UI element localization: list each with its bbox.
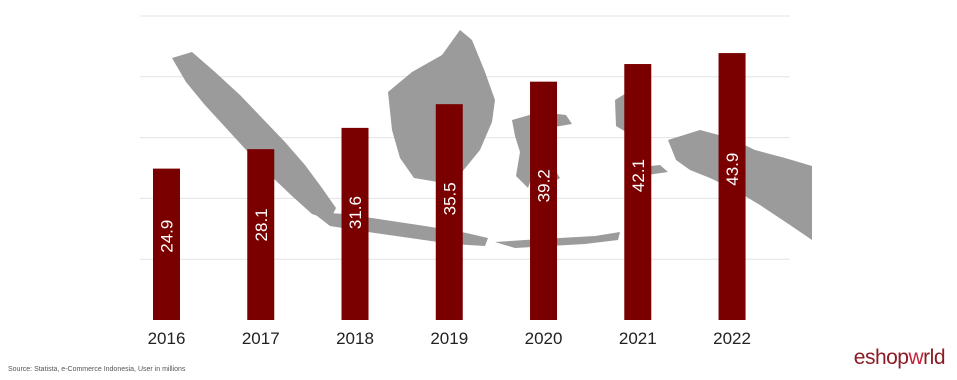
bar-value-label: 31.6 bbox=[346, 196, 365, 229]
x-tick-label: 2017 bbox=[242, 329, 280, 348]
eshopworld-logo: eshopwrld bbox=[853, 346, 946, 370]
bar-2018 bbox=[341, 127, 369, 320]
logo-part-1: eshop bbox=[853, 346, 909, 369]
bar-2022 bbox=[718, 53, 746, 320]
map-island-lesser-sunda bbox=[495, 232, 620, 248]
bar-2019 bbox=[435, 104, 463, 320]
bar-labels: 24.9 28.1 31.6 35.5 39.2 42.1 43.9 bbox=[158, 153, 743, 253]
bar-2020 bbox=[530, 81, 558, 320]
bar-value-label: 28.1 bbox=[252, 208, 271, 241]
bar-2021 bbox=[624, 64, 652, 320]
bar-value-label: 35.5 bbox=[440, 182, 459, 215]
bar-value-label: 39.2 bbox=[535, 169, 554, 202]
map-island-sumatra bbox=[172, 52, 336, 220]
bar-value-label: 42.1 bbox=[629, 159, 648, 192]
bars bbox=[153, 53, 746, 320]
bar-2016 bbox=[153, 168, 180, 320]
x-tick-label: 2022 bbox=[713, 329, 751, 348]
x-tick-label: 2016 bbox=[148, 329, 186, 348]
x-axis-tick-labels: 2016 2017 2018 2019 2020 2021 2022 bbox=[148, 329, 751, 348]
logo-part-3: rld bbox=[923, 346, 945, 369]
x-tick-label: 2019 bbox=[430, 329, 468, 348]
logo-part-2: w bbox=[908, 346, 924, 369]
bar-2017 bbox=[247, 149, 275, 320]
bar-value-label: 43.9 bbox=[723, 153, 742, 186]
x-tick-label: 2018 bbox=[336, 329, 374, 348]
source-note: Source: Statista, e-Commerce Indonesia, … bbox=[8, 366, 186, 373]
x-tick-label: 2020 bbox=[525, 329, 563, 348]
bar-value-label: 24.9 bbox=[158, 220, 177, 253]
x-tick-label: 2021 bbox=[619, 329, 657, 348]
